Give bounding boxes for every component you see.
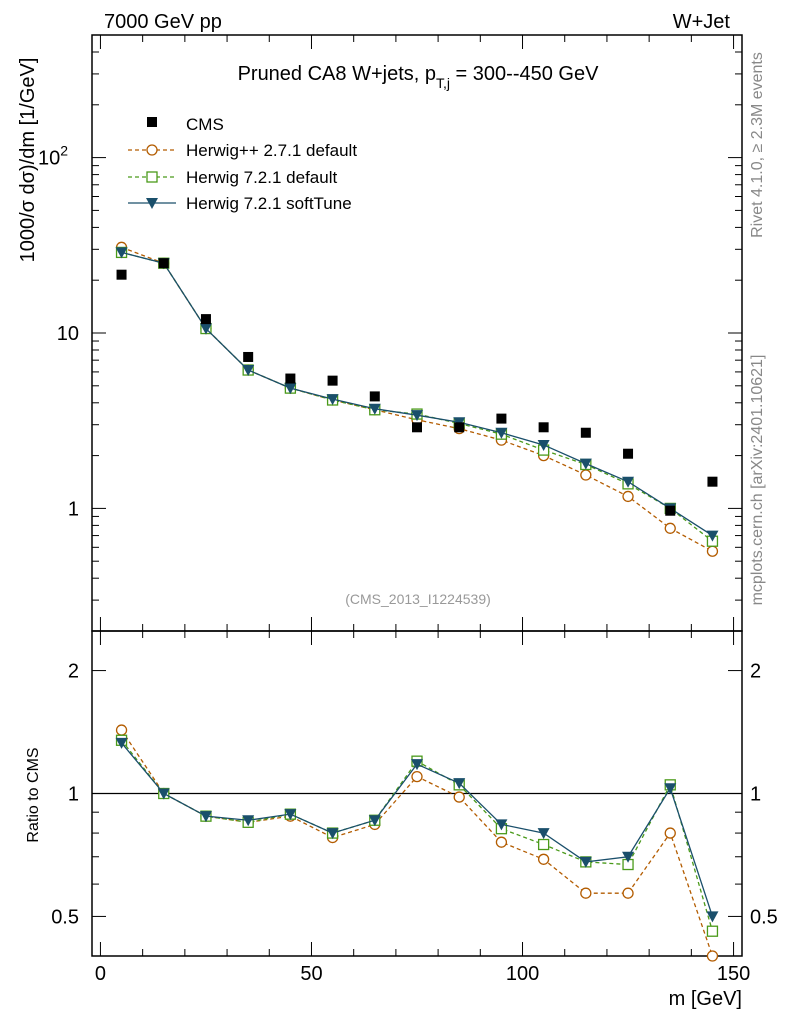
- header-right: W+Jet: [673, 11, 731, 33]
- main-point-cms: [200, 314, 211, 325]
- ratio-y-tick-label-right: 2: [750, 661, 761, 683]
- ratio-y-tick-label-right: 1: [750, 784, 761, 806]
- main-point-cms: [412, 422, 422, 433]
- legend-marker-herwigpp: [146, 144, 158, 156]
- main-point-cms: [538, 422, 549, 433]
- main-point-softtune: [411, 410, 423, 422]
- main-point-softtune: [199, 323, 212, 335]
- ratio-series-group: [115, 724, 719, 962]
- main-point-cms: [285, 373, 296, 384]
- main-y-tick-label: 10: [57, 323, 79, 345]
- ratio-y-tick-label-right: 0.5: [750, 906, 778, 928]
- ratio-point-softtune: [622, 851, 635, 863]
- main-point-cms: [369, 391, 380, 402]
- ratio-point-softtune: [284, 809, 297, 821]
- x-tick-label: 50: [300, 963, 322, 985]
- ratio-y-tick-label-left: 0.5: [51, 906, 79, 928]
- x-axis-label: m [GeV]: [669, 988, 742, 1010]
- main-point-softtune: [495, 427, 508, 439]
- x-tick-label: 150: [717, 963, 750, 985]
- ratio-point-softtune: [579, 856, 592, 868]
- main-point-cms: [243, 351, 254, 362]
- main-point-softtune: [579, 458, 592, 470]
- ratio-point-softtune: [326, 828, 339, 840]
- main-series-group: [115, 241, 719, 557]
- main-point-cms: [496, 413, 507, 424]
- main-point-softtune: [622, 476, 635, 488]
- ratio-point-herwigpp: [537, 853, 550, 865]
- ratio-y-axis-label: Ratio to CMS: [25, 747, 42, 842]
- main-point-softtune: [326, 394, 339, 406]
- ratio-point-herwigpp: [115, 724, 128, 736]
- main-point-softtune: [115, 247, 128, 259]
- ratio-y-tick-label-left: 1: [68, 784, 79, 806]
- ratio-point-softtune: [199, 811, 212, 823]
- ratio-point-herwig72: [706, 925, 719, 937]
- x-tick-label: 0: [95, 963, 106, 985]
- legend-label-softtune: Herwig 7.2.1 softTune: [186, 194, 352, 213]
- ratio-point-softtune: [495, 819, 508, 831]
- main-point-softtune: [368, 403, 381, 415]
- ratio-y-tick-label-left: 2: [68, 661, 79, 683]
- main-y-tick-superscript: 2: [60, 143, 68, 159]
- main-point-herwigpp: [580, 469, 592, 481]
- main-point-cms: [707, 476, 718, 487]
- ratio-point-softtune: [242, 815, 255, 827]
- x-tick-label: 100: [506, 963, 539, 985]
- main-point-cms: [116, 269, 127, 280]
- ratio-point-herwigpp: [580, 887, 592, 899]
- mcplots-label: mcplots.cern.ch [arXiv:2401.10621]: [749, 355, 766, 606]
- main-point-softtune: [706, 530, 719, 542]
- analysis-watermark: (CMS_2013_I1224539): [345, 591, 491, 607]
- main-y-axis-label: 1000/σ dσ)/dm [1/GeV]: [17, 58, 39, 263]
- legend-label-cms: CMS: [186, 115, 224, 134]
- main-point-herwigpp: [664, 522, 676, 534]
- main-y-tick-label: 1: [68, 498, 79, 520]
- main-point-herwigpp: [622, 490, 634, 503]
- ratio-point-softtune: [706, 911, 719, 923]
- ratio-point-softtune: [411, 759, 423, 771]
- ratio-axis-ticks: 0.5 0.5 1 1 2 2 0 50 100 150: [51, 631, 778, 985]
- legend-marker-herwig72: [146, 171, 158, 183]
- rivet-version-label: Rivet 4.1.0, ≥ 2.3M events: [749, 52, 766, 238]
- ratio-point-herwig72: [537, 838, 550, 851]
- main-point-softtune: [242, 365, 255, 377]
- main-point-herwigpp: [706, 545, 719, 557]
- ratio-point-herwigpp: [495, 836, 508, 848]
- plot-title: Pruned CA8 W+jets, pT,j = 300--450 GeV: [238, 63, 600, 91]
- ratio-point-herwigpp: [411, 770, 423, 783]
- ratio-point-softtune: [664, 783, 677, 795]
- ratio-point-softtune: [537, 828, 550, 840]
- main-point-softtune: [537, 439, 550, 451]
- main-point-softtune: [284, 383, 297, 395]
- legend-label-herwigpp: Herwig++ 2.7.1 default: [186, 141, 357, 160]
- main-y-tick-label: 102: [38, 143, 68, 170]
- legend-label-herwig72: Herwig 7.2.1 default: [186, 168, 337, 187]
- main-point-cms: [580, 427, 591, 438]
- ratio-point-herwigpp: [622, 887, 634, 899]
- ratio-point-softtune: [368, 815, 381, 827]
- main-point-cms: [623, 448, 634, 459]
- main-line-herwigpp: [121, 246, 713, 552]
- header-left: 7000 GeV pp: [104, 11, 222, 33]
- main-point-cms: [327, 375, 338, 386]
- ratio-point-softtune: [453, 778, 466, 790]
- main-point-cms: [454, 422, 465, 433]
- main-point-cms: [158, 258, 169, 269]
- ratio-point-softtune: [157, 788, 170, 800]
- legend-marker-cms: [147, 117, 157, 127]
- legend-marker-softtune: [146, 198, 158, 209]
- ratio-point-herwigpp: [453, 791, 465, 803]
- legend: CMS Herwig++ 2.7.1 default Herwig 7.2.1 …: [128, 115, 357, 213]
- ratio-point-herwigpp: [664, 827, 676, 839]
- ratio-point-softtune: [115, 737, 128, 749]
- ratio-point-herwigpp: [706, 950, 719, 962]
- main-point-cms: [665, 505, 676, 516]
- main-axis-ticks: 1 10 102: [38, 35, 742, 631]
